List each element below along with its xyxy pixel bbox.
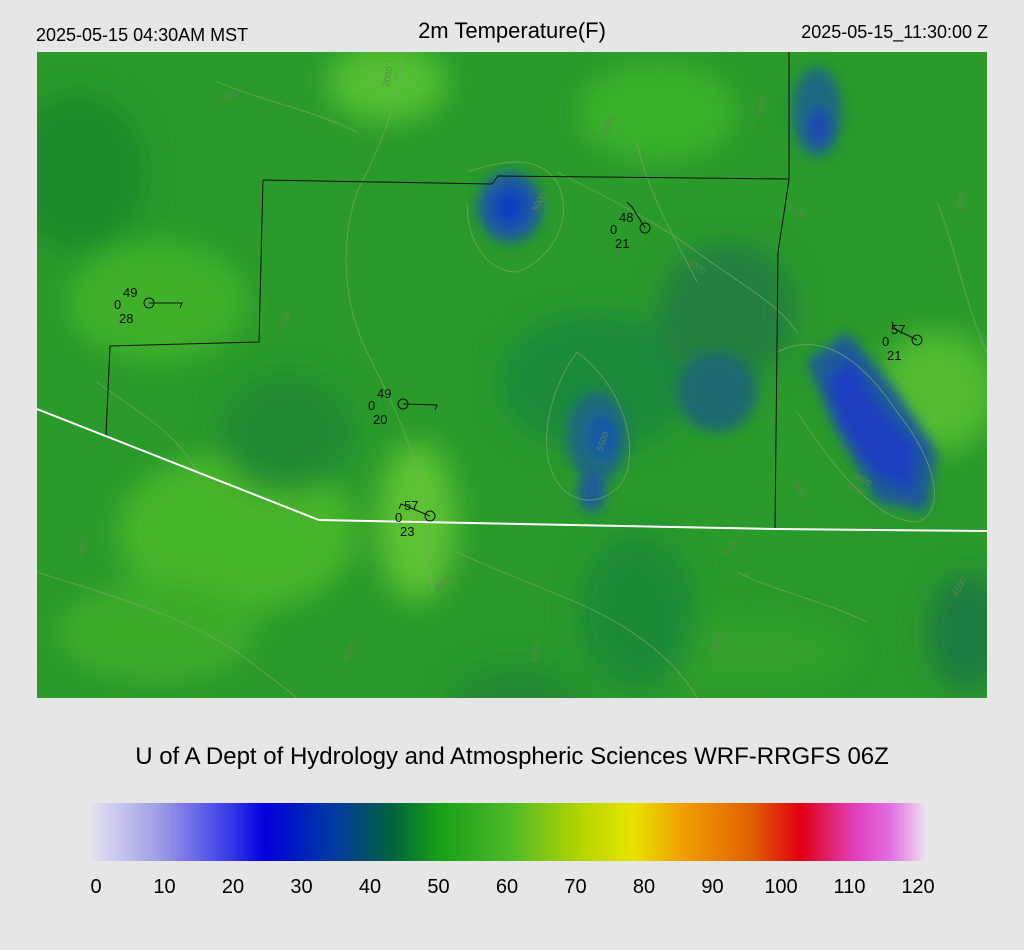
station-code: 0 (610, 222, 617, 237)
colorbar-tick-70: 70 (564, 876, 587, 898)
station-dewpoint: 23 (400, 524, 414, 539)
station-temperature: 48 (619, 210, 633, 225)
colorbar-tick-120: 120 (901, 876, 935, 898)
temperature-field (37, 52, 987, 698)
station-code: 0 (368, 398, 375, 413)
colorbar-tick-0: 0 (90, 876, 102, 898)
station-temperature: 57 (404, 498, 418, 513)
station-marker (911, 334, 923, 346)
station-dewpoint: 21 (887, 348, 901, 363)
station-dewpoint: 21 (615, 236, 629, 251)
station-code: 0 (395, 510, 402, 525)
model-credit: U of A Dept of Hydrology and Atmospheric… (135, 743, 889, 770)
map-title: 2m Temperature(F) (418, 18, 606, 43)
colorbar-tick-10: 10 (153, 876, 176, 898)
station-dewpoint: 28 (119, 311, 133, 326)
state-border-line (37, 408, 987, 532)
colorbar-tick-110: 110 (833, 876, 866, 898)
colorbar-tick-30: 30 (290, 876, 313, 898)
elevation-contours (37, 52, 987, 698)
station-code: 0 (882, 334, 889, 349)
contour-label: 5000 (754, 96, 767, 117)
station-code: 0 (114, 297, 121, 312)
contour-label: 5000 (529, 641, 542, 662)
wind-barb (398, 503, 431, 517)
wind-barb (891, 321, 918, 341)
temperature-map[interactable]: 5000 5500 6000 4500 4000 5000 5500 5000 4500 4000… (37, 52, 987, 698)
colorbar-tick-60: 60 (495, 876, 519, 898)
local-time-label: 2025-05-15 04:30AM MST (36, 25, 249, 45)
cold-pockets (478, 67, 937, 512)
station-marker (639, 222, 651, 234)
map-svg: 5000550060004500400050005500500045004000… (37, 52, 987, 698)
colorbar-tick-80: 80 (632, 876, 656, 898)
wind-barb (402, 403, 438, 411)
wind-barb (626, 201, 646, 229)
station-marker (424, 510, 436, 522)
county-boundaries (105, 52, 790, 529)
station-dewpoint: 20 (373, 412, 387, 427)
colorbar-tick-100: 100 (764, 876, 798, 898)
utc-time-label: 2025-05-15_11:30:00 Z (801, 22, 988, 42)
colorbar-gradient (90, 803, 926, 861)
colorbar-tick-50: 50 (427, 876, 450, 898)
station-temperature: 49 (123, 285, 137, 300)
colorbar (90, 803, 926, 861)
station-temperature: 57 (891, 322, 905, 337)
contour-label: 2000 (381, 66, 394, 87)
station-temperature: 49 (377, 386, 391, 401)
wind-barb (149, 302, 183, 309)
colorbar-tick-90: 90 (701, 876, 724, 898)
colorbar-tick-20: 20 (221, 876, 245, 898)
colorbar-tick-40: 40 (358, 876, 382, 898)
contour-label: 4000 (954, 191, 967, 212)
